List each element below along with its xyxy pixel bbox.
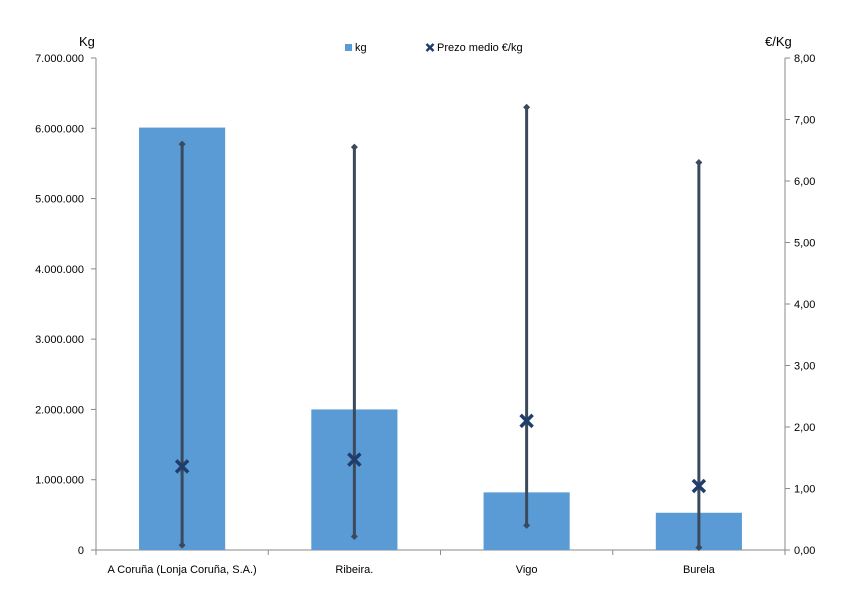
price-low-marker — [350, 532, 358, 540]
price-mean-marker — [347, 452, 362, 467]
left-axis-ticks: 0 1.000.000 2.000.000 3.000.000 4.000.000 5.0… — [35, 53, 96, 557]
price-range-series — [174, 103, 707, 552]
right-tick-label: 3,00 — [794, 361, 815, 373]
right-tick-label: 4,00 — [794, 299, 815, 311]
price-low-marker — [695, 544, 703, 552]
price-mean-marker — [519, 413, 534, 429]
category-label: Vigo — [516, 564, 538, 576]
right-tick-label: 1,00 — [794, 484, 815, 496]
legend-price-label: Prezo medio €/kg — [437, 42, 523, 54]
right-tick-label: 8,00 — [794, 53, 815, 65]
category-label: Burela — [683, 564, 716, 576]
legend-x-marker-icon — [425, 43, 435, 52]
price-high-marker — [695, 159, 703, 167]
price-mean-marker — [174, 459, 190, 474]
price-high-marker — [523, 103, 531, 111]
left-tick-label: 4.000.000 — [35, 264, 84, 276]
left-tick-label: 6.000.000 — [35, 123, 84, 135]
category-label: Ribeira. — [335, 564, 373, 576]
legend-bar-swatch — [345, 44, 352, 51]
legend-bar-label: kg — [355, 42, 367, 54]
right-tick-label: 6,00 — [794, 176, 815, 188]
left-tick-label: 3.000.000 — [35, 334, 84, 346]
price-low-marker — [178, 541, 186, 549]
left-tick-label: 7.000.000 — [35, 53, 84, 65]
left-tick-label: 0 — [78, 545, 84, 557]
price-high-marker — [178, 140, 186, 148]
category-labels: A Coruña (Lonja Coruña, S.A.) Ribeira. Vig… — [108, 564, 716, 576]
bar-series — [139, 127, 742, 550]
right-axis-ticks: 0,00 1,00 2,00 3,00 4,00 5,00 6,00 7,00 8,00 — [785, 53, 815, 557]
category-label: A Coruña (Lonja Coruña, S.A.) — [108, 564, 257, 576]
price-mean-stroke — [347, 452, 362, 467]
right-tick-label: 7,00 — [794, 115, 815, 127]
price-mean-stroke — [691, 478, 707, 494]
legend: kg Prezo medio €/kg — [345, 42, 523, 54]
price-mean-stroke — [174, 459, 190, 474]
right-tick-label: 0,00 — [794, 545, 815, 557]
left-axis-title: Kg — [79, 34, 95, 49]
right-tick-label: 2,00 — [794, 422, 815, 434]
left-tick-label: 2.000.000 — [35, 404, 84, 416]
price-high-marker — [350, 143, 358, 151]
x-axis-ticks — [95, 550, 786, 555]
left-tick-label: 1.000.000 — [35, 475, 84, 487]
price-mean-marker — [691, 478, 707, 494]
right-tick-label: 5,00 — [794, 238, 815, 250]
right-axis-title: €/Kg — [765, 34, 792, 49]
price-low-marker — [523, 521, 531, 529]
left-tick-label: 5.000.000 — [35, 194, 84, 206]
price-mean-stroke — [519, 413, 534, 429]
